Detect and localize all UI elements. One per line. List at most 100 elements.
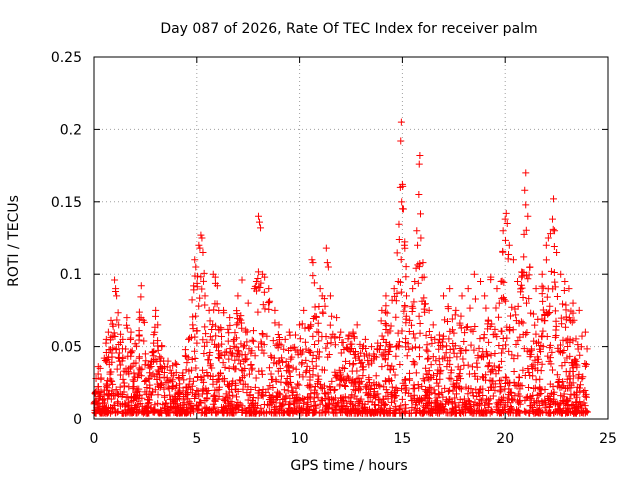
data-point (256, 218, 264, 226)
data-point (230, 342, 238, 350)
data-point (193, 339, 201, 347)
data-point (443, 397, 451, 405)
data-point (333, 314, 341, 322)
data-point (565, 314, 573, 322)
data-point (495, 299, 503, 307)
data-point (243, 355, 251, 363)
data-point (199, 336, 207, 344)
data-point (502, 209, 510, 217)
data-point (337, 328, 345, 336)
data-point (402, 404, 410, 412)
data-point (285, 368, 293, 376)
data-point (100, 354, 108, 362)
data-point (131, 340, 139, 348)
data-point (345, 346, 353, 354)
data-point (392, 384, 400, 392)
x-tick-label: 15 (393, 431, 411, 447)
data-point (508, 303, 516, 311)
data-point (519, 294, 527, 302)
data-point (137, 372, 145, 380)
data-point (259, 392, 267, 400)
data-point (537, 342, 545, 350)
data-point (135, 331, 143, 339)
data-point (435, 331, 443, 339)
data-point (450, 349, 458, 357)
data-point (576, 351, 584, 359)
data-point (172, 409, 180, 417)
data-point (421, 391, 429, 399)
data-point (221, 348, 229, 356)
data-point (348, 400, 356, 408)
data-point (570, 401, 578, 409)
data-point (564, 342, 572, 350)
data-point (251, 352, 259, 360)
data-point (515, 319, 523, 327)
data-point (117, 330, 125, 338)
data-point (258, 340, 266, 348)
data-point (279, 358, 287, 366)
data-point (275, 321, 283, 329)
data-point (130, 377, 138, 385)
data-point (197, 409, 205, 417)
data-point (259, 385, 267, 393)
data-point (248, 336, 256, 344)
data-point (525, 295, 533, 303)
data-point (118, 393, 126, 401)
data-point (110, 401, 118, 409)
data-point (311, 386, 319, 394)
data-point (129, 385, 137, 393)
data-point (486, 395, 494, 403)
data-point (560, 287, 568, 295)
data-point (144, 407, 152, 415)
data-point (499, 393, 507, 401)
data-point (388, 390, 396, 398)
data-point (534, 397, 542, 405)
data-point (283, 374, 291, 382)
data-point (358, 404, 366, 412)
data-point (374, 390, 382, 398)
data-point (442, 396, 450, 404)
data-point (221, 375, 229, 383)
data-point (433, 379, 441, 387)
data-point (229, 403, 237, 411)
data-point (290, 399, 298, 407)
data-point (333, 372, 341, 380)
data-point (558, 320, 566, 328)
data-point (151, 401, 159, 409)
data-point (395, 338, 403, 346)
data-point (457, 324, 465, 332)
data-point (284, 387, 292, 395)
y-tick-label: 0.25 (51, 50, 82, 66)
data-point (104, 328, 112, 336)
data-point (416, 320, 424, 328)
data-point (175, 374, 183, 382)
x-axis-title: GPS time / hours (290, 458, 407, 474)
data-point (311, 408, 319, 416)
data-point (306, 367, 314, 375)
data-point (410, 298, 418, 306)
data-point (560, 347, 568, 355)
data-point (397, 137, 405, 145)
data-point (524, 275, 532, 283)
data-point (304, 403, 312, 411)
data-point (175, 390, 183, 398)
data-point (364, 356, 372, 364)
data-point (387, 377, 395, 385)
data-point (239, 343, 247, 351)
data-point (300, 306, 308, 314)
data-point (435, 390, 443, 398)
data-point (99, 395, 107, 403)
data-point (356, 340, 364, 348)
data-point (285, 361, 293, 369)
data-point (289, 364, 297, 372)
data-point (487, 351, 495, 359)
data-point (285, 328, 293, 336)
data-point (514, 409, 522, 417)
data-point (252, 277, 260, 285)
data-point (273, 393, 281, 401)
data-point (506, 379, 514, 387)
data-point (345, 331, 353, 339)
data-point (127, 334, 135, 342)
data-point (485, 400, 493, 408)
y-axis-title: ROTI / TECUs (6, 195, 22, 287)
